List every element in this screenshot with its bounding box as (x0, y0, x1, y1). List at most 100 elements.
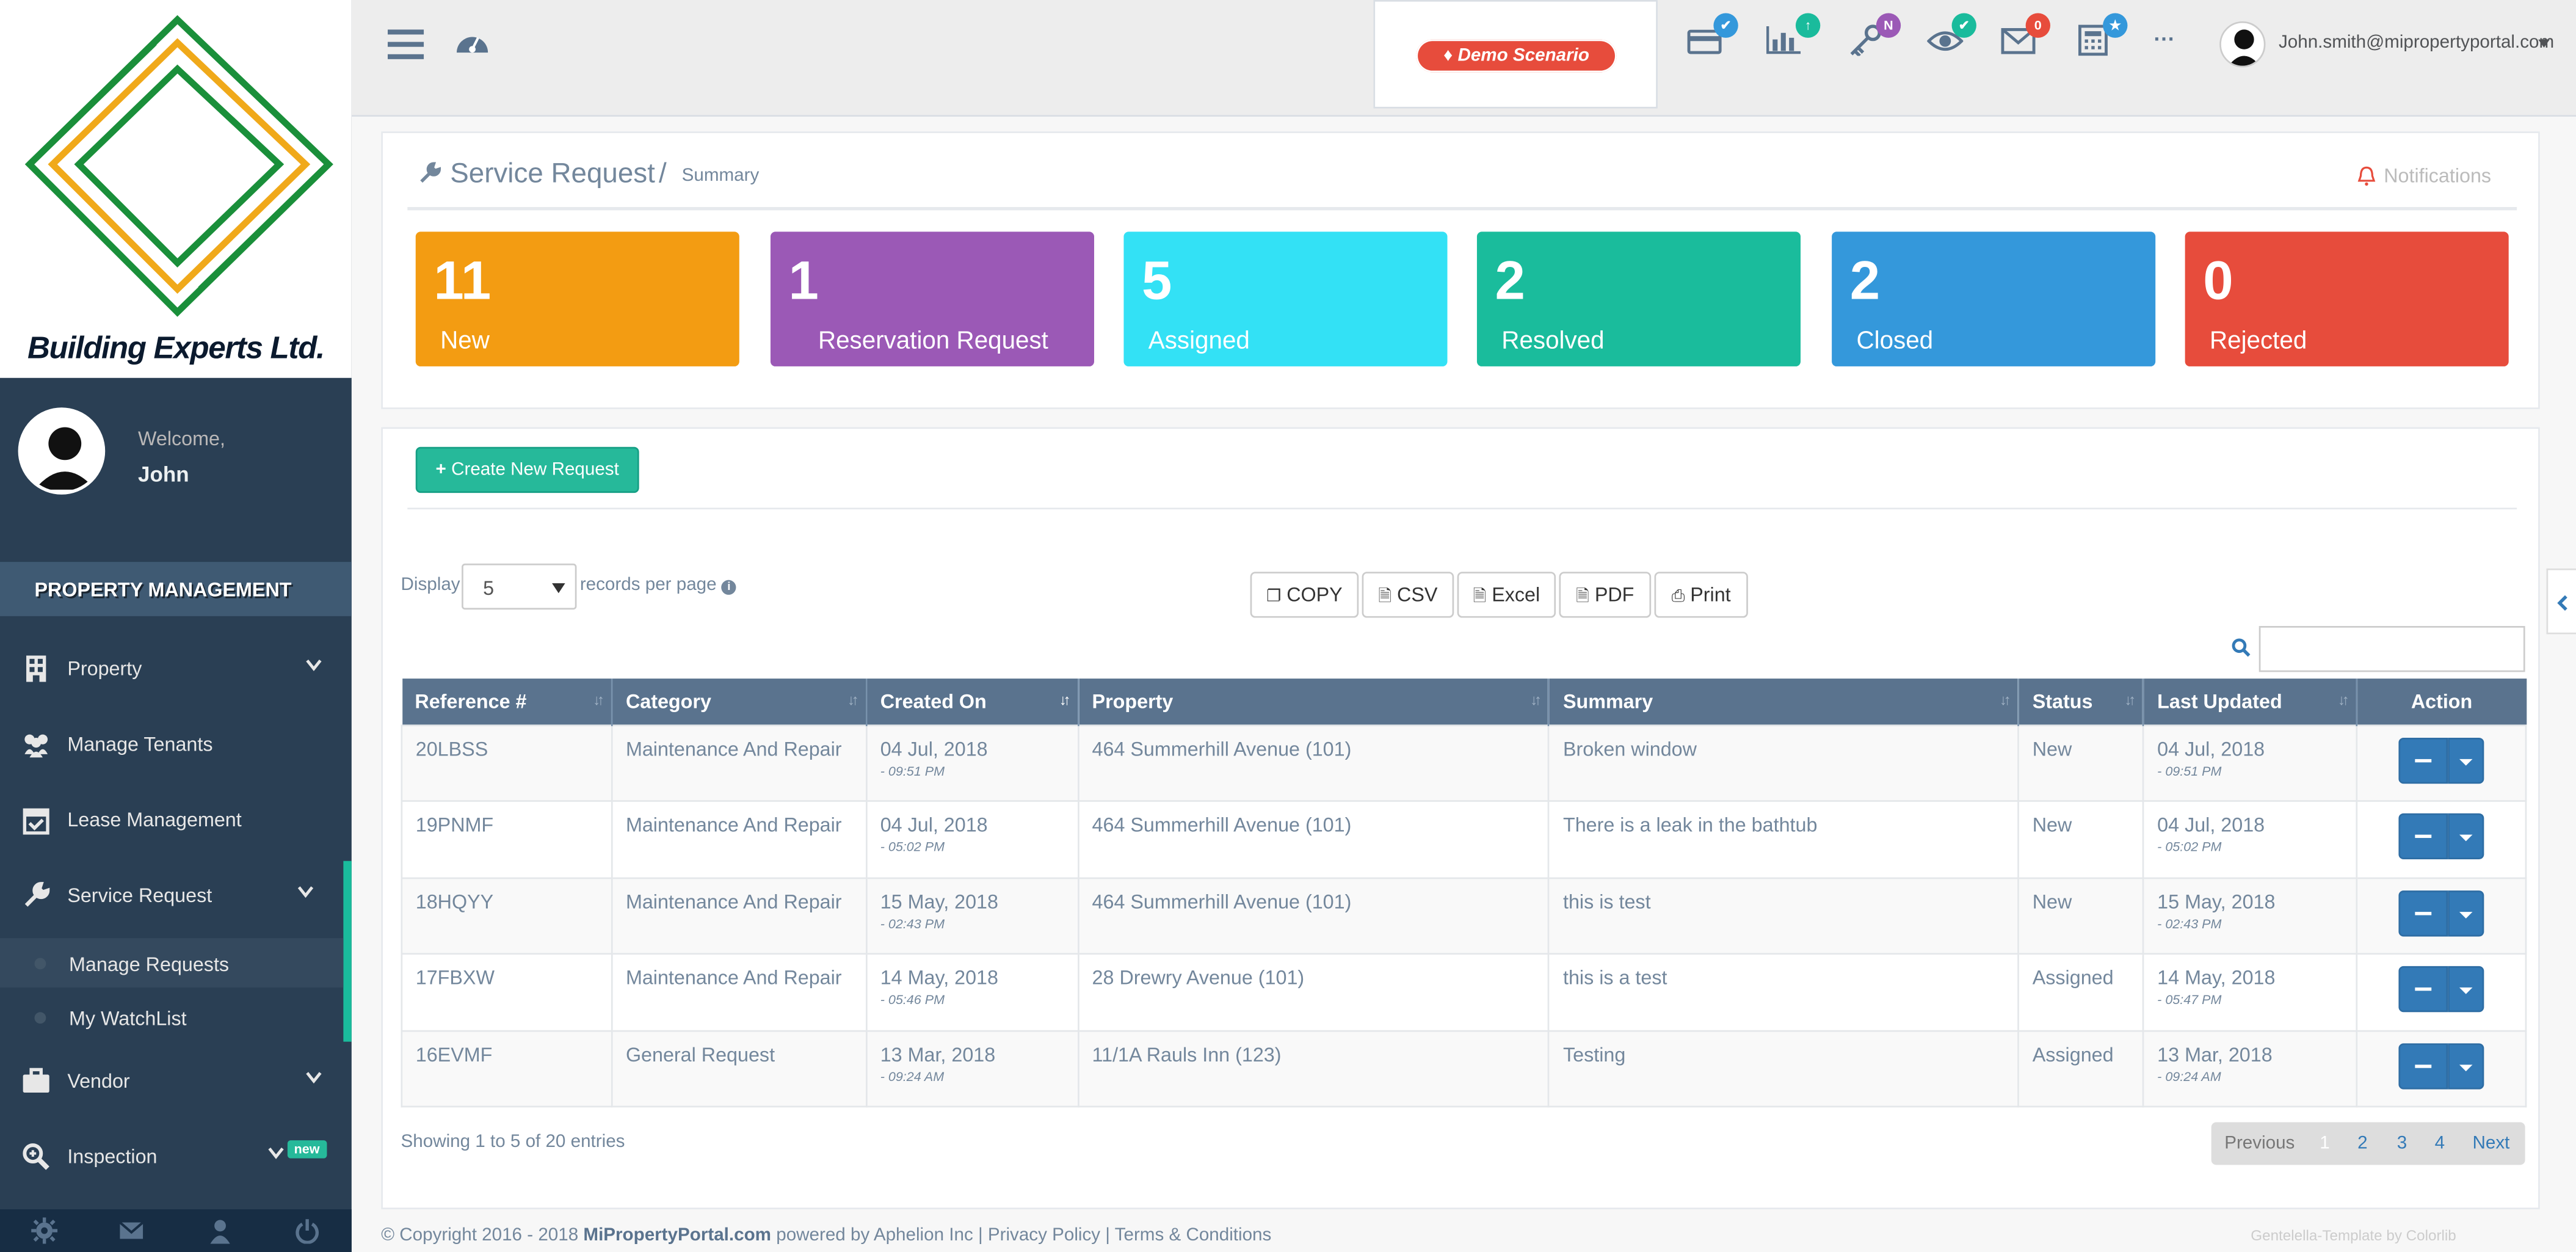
sidebar-item-inspection[interactable]: Inspection (0, 1124, 352, 1190)
sidebar-subitem-manage-requests[interactable]: Manage Requests (0, 938, 344, 988)
excel-button[interactable]: 🗎 Excel (1457, 572, 1556, 618)
create-new-request-button[interactable]: + Create New Request (415, 446, 639, 493)
csv-button[interactable]: 🗎 CSV (1362, 572, 1454, 618)
updated-date: 04 Jul, 2018 (2157, 737, 2265, 760)
sidebar-subitem-my-watchlist[interactable]: My WatchList (0, 992, 343, 1042)
updated-time: - 05:02 PM (2157, 839, 2222, 854)
sidebar-item-vendor[interactable]: Vendor (0, 1048, 352, 1114)
action-menu-button[interactable] (2398, 889, 2448, 936)
table-row[interactable]: 20LBSS Maintenance And Repair 04 Jul, 20… (401, 724, 2527, 802)
column-header-property[interactable]: Property ↓↑ (1078, 679, 1550, 725)
chevron-down-icon (268, 1148, 284, 1159)
action-dropdown-toggle[interactable] (2448, 737, 2484, 783)
action-menu-button[interactable] (2398, 737, 2448, 783)
active-indicator (343, 861, 352, 1042)
action-dropdown-toggle[interactable] (2448, 813, 2484, 860)
row-action-buttons (2398, 1042, 2484, 1089)
chevron-left-icon (2557, 595, 2567, 611)
more-menu-button[interactable]: ··· (2153, 26, 2175, 51)
action-menu-button[interactable] (2398, 813, 2448, 860)
cell-property: 464 Summerhill Avenue (101) (1077, 876, 1550, 955)
column-header-status[interactable]: Status ↓↑ (2018, 679, 2144, 725)
updated-date: 14 May, 2018 (2157, 966, 2276, 989)
created-date: 14 May, 2018 (880, 966, 998, 989)
page-size-value: 5 (483, 577, 495, 600)
table-info: Showing 1 to 5 of 20 entries (401, 1132, 625, 1152)
action-dropdown-toggle[interactable] (2448, 966, 2484, 1013)
pagination-page-1[interactable]: 1 (2320, 1134, 2330, 1154)
sort-icon: ↓↑ (2124, 691, 2136, 708)
table-row[interactable]: 16EVMF General Request 13 Mar, 2018 - 09:… (401, 1029, 2527, 1108)
envelope-icon[interactable] (118, 1218, 145, 1244)
action-menu-button[interactable] (2398, 1042, 2448, 1089)
pagination-page-3[interactable]: 3 (2396, 1134, 2407, 1154)
sort-icon: ↓↑ (2337, 691, 2349, 708)
table-row[interactable]: 17FBXW Maintenance And Repair 14 May, 20… (401, 953, 2527, 1032)
tile-assigned[interactable]: 5 Assigned (1123, 231, 1448, 366)
pagination-previous[interactable]: Previous (2224, 1134, 2295, 1154)
page-size-select[interactable]: 5 (462, 563, 577, 610)
demo-scenario-button[interactable]: ♦ Demo Scenario (1416, 39, 1617, 73)
power-off-icon[interactable] (294, 1218, 321, 1244)
profile-avatar[interactable] (18, 407, 106, 495)
cell-last-updated: 15 May, 2018 - 02:43 PM (2142, 876, 2358, 955)
print-icon: ⎙ (1671, 588, 1685, 606)
action-menu-button[interactable] (2398, 966, 2448, 1013)
column-header-last-updated[interactable]: Last Updated ↓↑ (2143, 679, 2358, 725)
caret-down-icon[interactable] (2538, 39, 2550, 48)
print-button[interactable]: ⎙ Print (1654, 572, 1748, 618)
side-panel-toggle[interactable] (2546, 568, 2576, 635)
bar-chart-icon[interactable] (1766, 23, 1802, 56)
footer-links[interactable]: powered by Aphelion Inc | Privacy Policy… (776, 1225, 1272, 1246)
menu-toggle-icon[interactable] (388, 28, 424, 61)
tile-rejected[interactable]: 0 Rejected (2185, 231, 2509, 366)
brand-logo[interactable]: Building Experts Ltd. (0, 0, 352, 378)
cell-action (2356, 876, 2527, 955)
eye-icon[interactable] (1927, 23, 1964, 56)
calculator-icon[interactable] (2077, 23, 2113, 56)
sidebar-item-service-request[interactable]: Service Request (0, 862, 352, 928)
site-link[interactable]: MiPropertyPortal.com (583, 1225, 771, 1246)
action-dropdown-toggle[interactable] (2448, 889, 2484, 936)
credit-card-icon[interactable] (1687, 23, 1723, 56)
search-icon (2232, 638, 2251, 657)
copy-icon: ❐ (1266, 588, 1282, 606)
table-row[interactable]: 19PNMF Maintenance And Repair 04 Jul, 20… (401, 800, 2527, 878)
pagination-page-4[interactable]: 4 (2434, 1134, 2445, 1154)
action-dropdown-toggle[interactable] (2448, 1042, 2484, 1089)
column-header-summary[interactable]: Summary ↓↑ (1549, 679, 2020, 725)
updated-time: - 09:24 AM (2157, 1069, 2221, 1084)
cell-reference: 17FBXW (401, 953, 613, 1032)
column-header-created-on[interactable]: Created On ↓↑ (866, 679, 1079, 725)
file-icon: 🗎 (1378, 588, 1392, 606)
pagination-page-2[interactable]: 2 (2357, 1134, 2368, 1154)
column-header-reference[interactable]: Reference # ↓↑ (401, 679, 613, 725)
row-action-buttons (2398, 966, 2484, 1013)
sidebar-item-lease-management[interactable]: Lease Management (0, 787, 352, 853)
pagination-next[interactable]: Next (2472, 1134, 2510, 1154)
tile-new[interactable]: 11 New (415, 231, 739, 366)
gear-icon[interactable] (31, 1217, 58, 1244)
column-header-action: Action (2356, 679, 2526, 725)
dashboard-icon[interactable] (455, 28, 490, 57)
copy-label: COPY (1286, 583, 1343, 606)
chevron-down-icon (306, 1072, 322, 1084)
tile-closed[interactable]: 2 Closed (1832, 231, 2156, 366)
sidebar-item-manage-tenants[interactable]: Manage Tenants (0, 712, 352, 777)
table-row[interactable]: 18HQYY Maintenance And Repair 15 May, 20… (401, 876, 2527, 955)
user-email-dropdown[interactable]: John.smith@mipropertyportal.com (2279, 32, 2555, 53)
column-header-category[interactable]: Category ↓↑ (612, 679, 868, 725)
search-input[interactable] (2259, 626, 2525, 672)
chevron-down-icon (297, 886, 314, 898)
copy-button[interactable]: ❐ COPY (1250, 572, 1359, 618)
pdf-button[interactable]: 🗎 PDF (1559, 572, 1652, 618)
cell-status: Assigned (2017, 1029, 2144, 1108)
tile-resolved[interactable]: 2 Resolved (1476, 231, 1801, 366)
notifications-link[interactable]: Notifications (2384, 164, 2492, 187)
user-avatar[interactable] (2219, 21, 2266, 68)
tile-reservation-request[interactable]: 1 Reservation Request (770, 231, 1095, 366)
page-title: Service Request (450, 158, 655, 189)
user-icon[interactable] (207, 1218, 233, 1244)
sidebar-item-property[interactable]: Property (0, 636, 352, 702)
cell-property: 28 Drewry Avenue (101) (1077, 953, 1550, 1032)
